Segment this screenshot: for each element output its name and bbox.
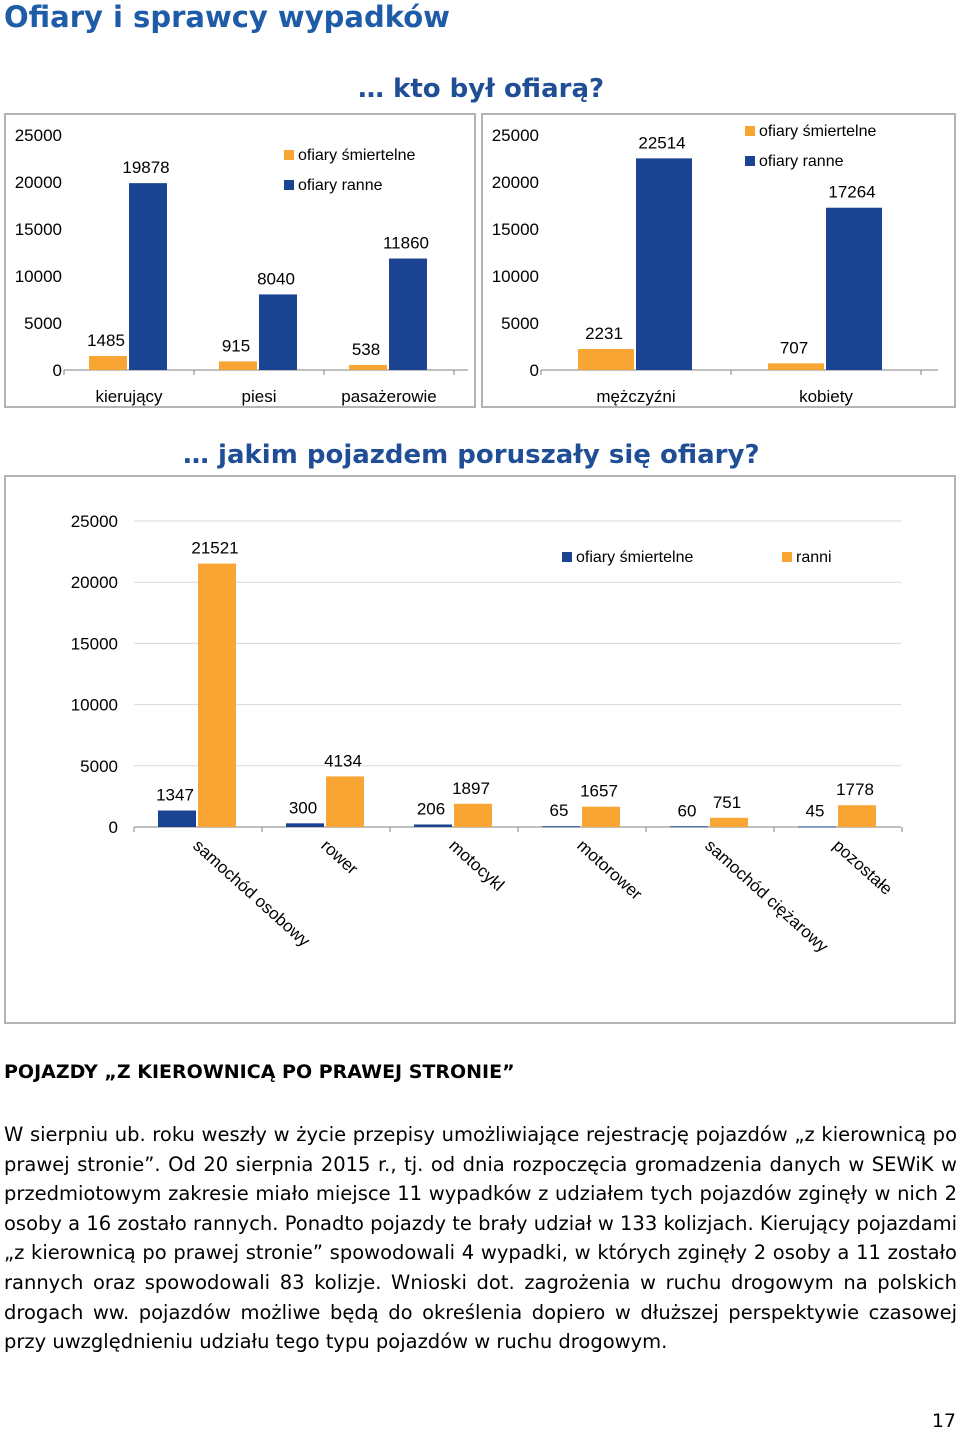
bar	[826, 207, 882, 370]
legend-label: ofiary ranne	[759, 153, 844, 170]
legend-label: ofiary śmiertelne	[759, 123, 876, 140]
data-label: 2231	[585, 324, 623, 343]
bar	[578, 349, 634, 370]
bar	[670, 826, 708, 828]
y-tick-label: 5000	[80, 757, 118, 776]
bar	[198, 563, 236, 827]
data-label: 538	[352, 340, 380, 359]
data-label: 707	[780, 338, 808, 357]
data-label: 11860	[383, 234, 429, 253]
bar	[89, 356, 127, 370]
x-category-label: motorower	[573, 836, 646, 904]
y-tick-label: 10000	[492, 267, 539, 286]
x-category-label: motocykl	[445, 836, 508, 895]
y-tick-label: 15000	[15, 220, 62, 239]
x-category-label: kobiety	[799, 387, 853, 406]
y-tick-label: 0	[530, 361, 539, 380]
data-label: 4134	[324, 751, 362, 770]
data-label: 206	[417, 799, 445, 818]
bar	[798, 826, 836, 828]
page-title: Ofiary i sprawcy wypadków	[4, 0, 450, 34]
x-category-label: pasażerowie	[341, 387, 436, 406]
data-label: 1347	[156, 786, 194, 805]
y-tick-label: 15000	[492, 220, 539, 239]
y-tick-label: 25000	[71, 512, 118, 531]
bar	[349, 364, 387, 370]
chart-victims-by-vehicle-plot: 0 5000 10000 15000 20000 25000 1347 21521 samoch…	[71, 512, 903, 957]
data-label: 19878	[122, 158, 169, 177]
chart-victims-by-vehicle: 0 5000 10000 15000 20000 25000 1347 21521 samoch…	[4, 475, 956, 1024]
y-tick-label: 15000	[71, 634, 118, 653]
y-tick-label: 5000	[501, 314, 539, 333]
bar	[542, 826, 580, 828]
data-label: 17264	[828, 183, 875, 202]
y-tick-label: 10000	[15, 267, 62, 286]
data-label: 1485	[87, 331, 125, 350]
chart-victims-by-gender-plot: 0 5000 10000 15000 20000 25000 2231 22514 mężczy…	[492, 123, 938, 406]
bar	[158, 810, 196, 827]
x-category-label: mężczyźni	[596, 387, 675, 406]
legend-label: ofiary śmiertelne	[298, 147, 415, 164]
data-label: 1897	[452, 779, 490, 798]
x-category-label: piesi	[242, 387, 277, 406]
article-body: W sierpniu ub. roku weszły w życie przep…	[4, 1123, 957, 1354]
chart-victims-by-gender: 0 5000 10000 15000 20000 25000 2231 22514 mężczy…	[481, 113, 956, 408]
bar	[838, 805, 876, 827]
article-heading: POJAZDY „Z KIEROWNICĄ PO PRAWEJ STRONIE”	[4, 1061, 515, 1083]
legend-label: ofiary śmiertelne	[576, 549, 693, 566]
legend-swatch	[782, 552, 792, 562]
y-tick-label: 25000	[15, 126, 62, 145]
bar	[710, 817, 748, 827]
legend-swatch	[284, 180, 294, 190]
y-tick-label: 5000	[24, 314, 62, 333]
bar	[219, 361, 257, 370]
data-label: 1657	[580, 782, 618, 801]
x-category-label: samochód osobowy	[189, 836, 314, 951]
bar	[768, 363, 824, 370]
bar	[286, 823, 324, 827]
bar	[389, 258, 427, 370]
data-label: 1778	[836, 780, 874, 799]
bar	[326, 776, 364, 827]
legend-swatch	[562, 552, 572, 562]
legend-swatch	[284, 150, 294, 160]
legend-swatch	[745, 126, 755, 136]
data-label: 300	[289, 798, 317, 817]
bar	[259, 294, 297, 370]
bar	[582, 806, 620, 827]
page-number: 17	[931, 1410, 956, 1432]
bar	[454, 803, 492, 827]
legend-label: ranni	[796, 549, 832, 566]
legend-label: ofiary ranne	[298, 177, 383, 194]
y-tick-label: 20000	[15, 173, 62, 192]
y-tick-label: 20000	[71, 573, 118, 592]
x-category-label: rower	[317, 836, 362, 879]
y-tick-label: 0	[109, 818, 118, 837]
data-label: 751	[713, 793, 741, 812]
bar	[414, 824, 452, 827]
data-label: 45	[806, 801, 825, 820]
data-label: 915	[222, 336, 250, 355]
data-label: 60	[678, 801, 697, 820]
data-label: 65	[550, 801, 569, 820]
section-heading-vehicles: … jakim pojazdem poruszały się ofiary?	[183, 440, 760, 470]
bar	[129, 183, 167, 370]
x-category-label: samochód ciężarowy	[701, 836, 832, 957]
x-category-label: kierujący	[95, 387, 163, 406]
data-label: 8040	[257, 269, 295, 288]
chart-victims-by-role: 0 5000 10000 15000 20000 25000 1485 19878 kieruj…	[4, 113, 476, 408]
y-tick-label: 20000	[492, 173, 539, 192]
data-label: 21521	[191, 539, 238, 558]
y-tick-label: 10000	[71, 696, 118, 715]
section-heading-victims: … kto był ofiarą?	[358, 74, 605, 104]
y-tick-label: 0	[53, 361, 62, 380]
x-category-label: pozostałe	[829, 836, 896, 899]
y-tick-label: 25000	[492, 126, 539, 145]
bar	[636, 158, 692, 370]
chart-victims-by-role-plot: 0 5000 10000 15000 20000 25000 1485 19878 kieruj…	[15, 126, 468, 406]
legend-swatch	[745, 156, 755, 166]
data-label: 22514	[638, 133, 685, 152]
